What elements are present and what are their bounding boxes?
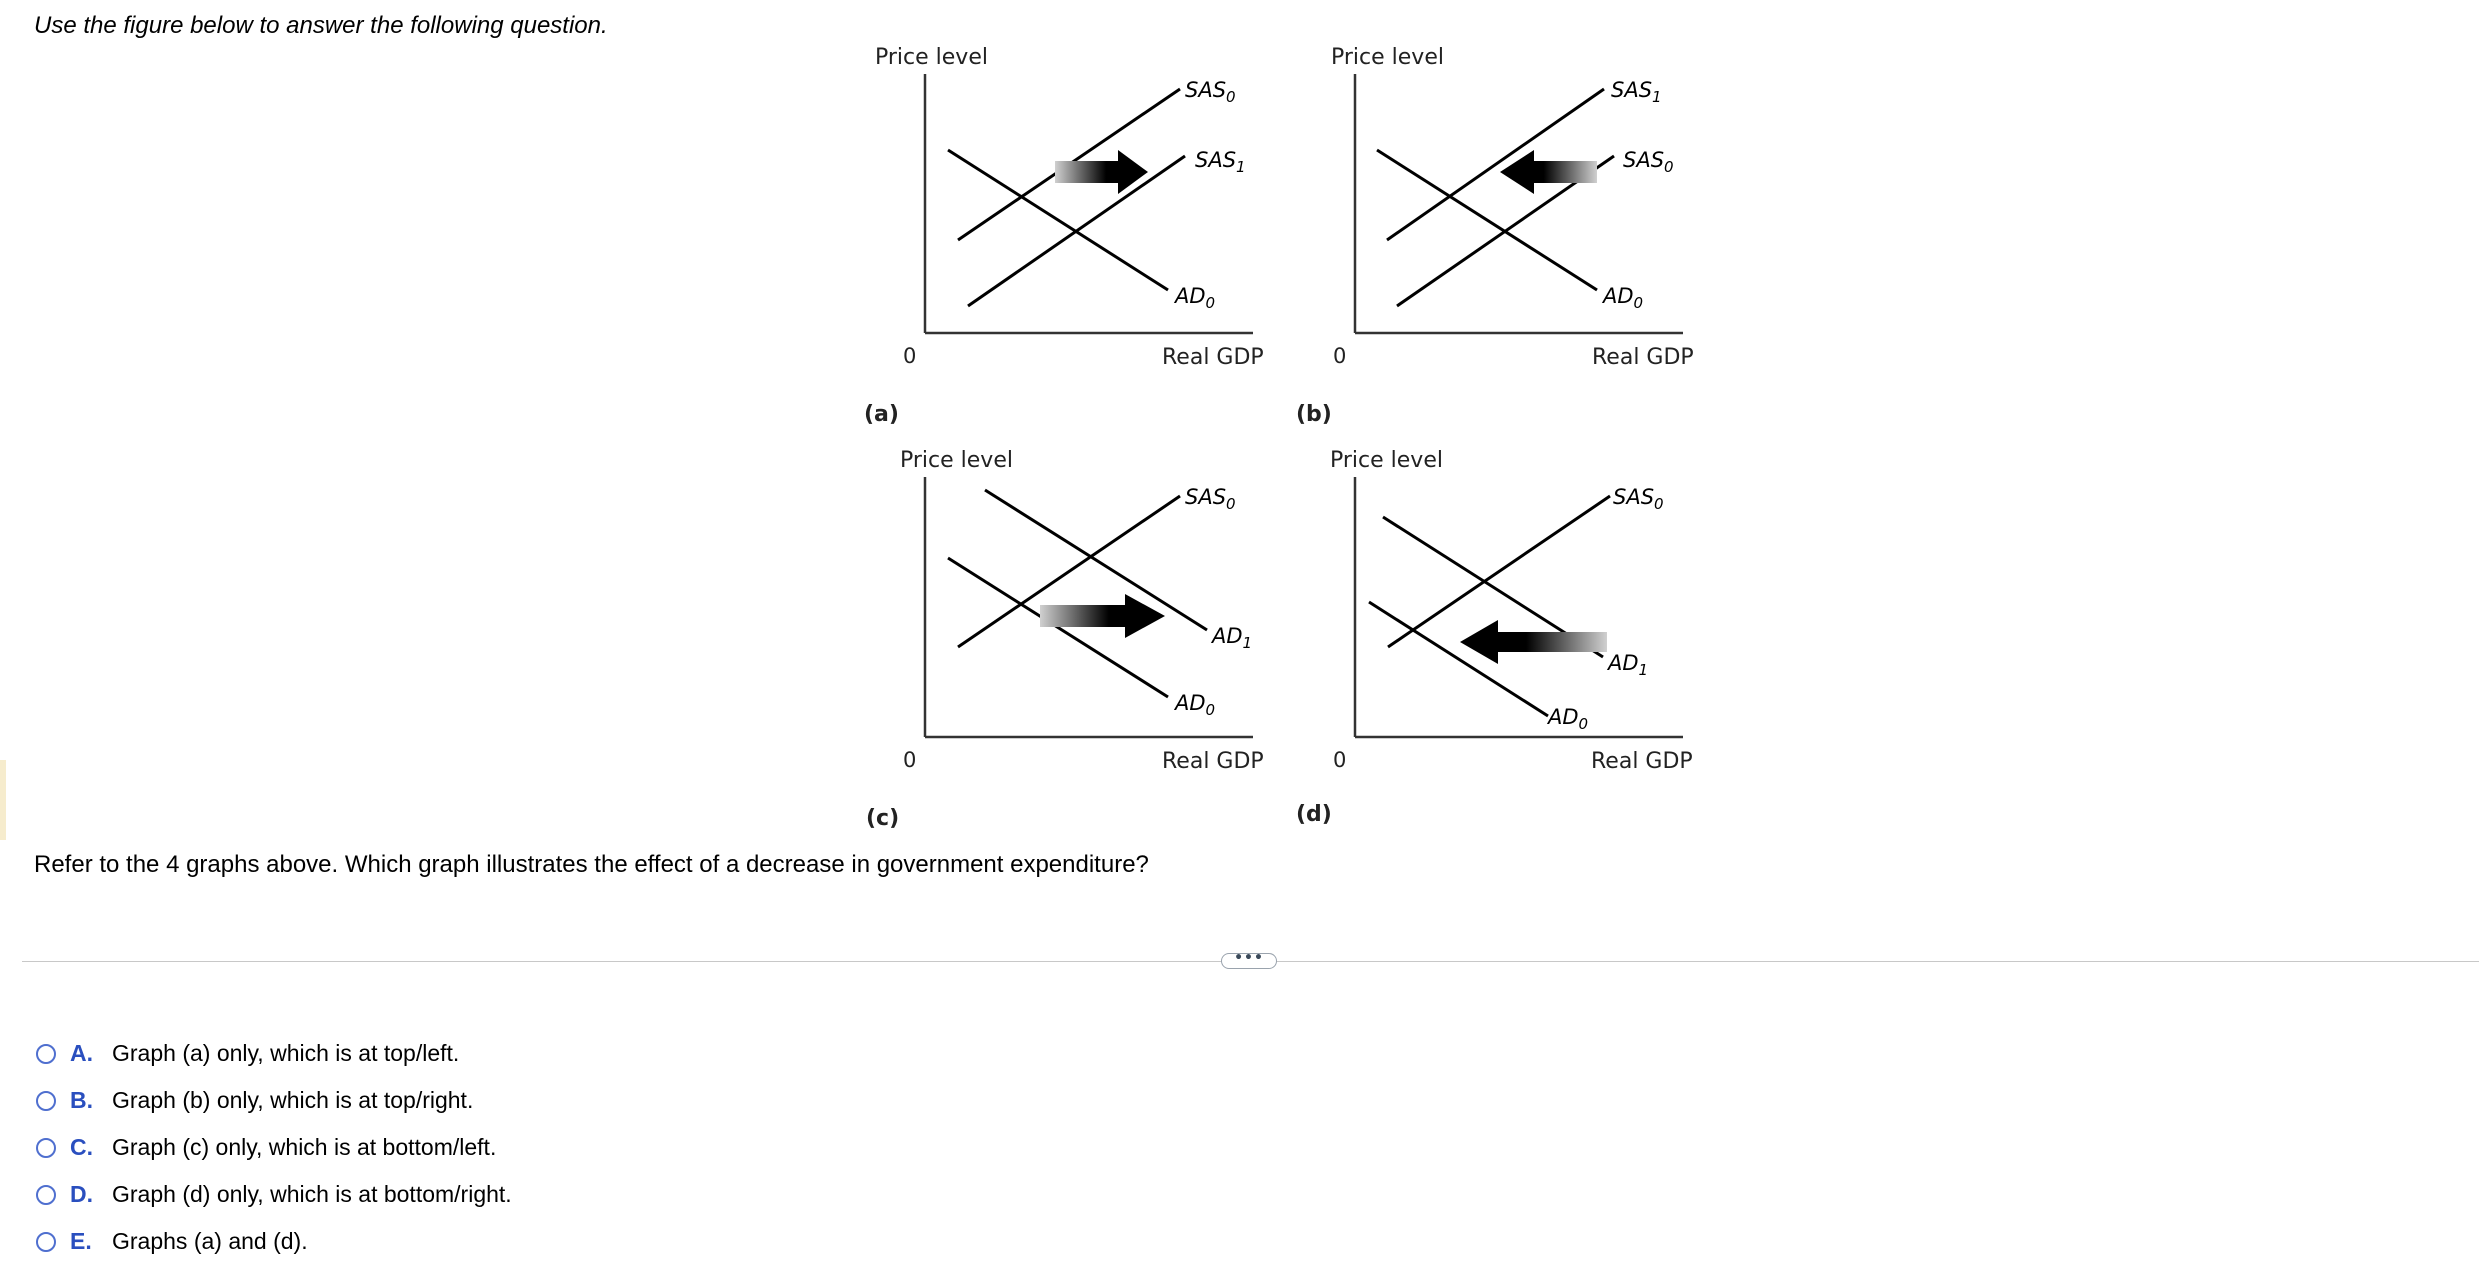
option-d[interactable]: D. Graph (d) only, which is at bottom/ri… [36, 1171, 512, 1218]
option-text: Graph (c) only, which is at bottom/left. [112, 1134, 497, 1160]
panel-a-x-axis-label: Real GDP [1162, 345, 1264, 370]
option-a[interactable]: A. Graph (a) only, which is at top/left. [36, 1030, 512, 1077]
radio-button-d[interactable] [36, 1184, 56, 1205]
panel-d: Price level 0 Real GDP SAS0 AD1 AD0 (d) [1296, 448, 1693, 827]
panel-b: Price level 0 Real GDP SAS1 SAS0 AD0 (b) [1296, 45, 1694, 427]
panel-b-ad0-curve [1376, 148, 1598, 292]
panel-c-caption: (c) [866, 806, 899, 831]
panel-d-label-sas0: SAS0 [1613, 485, 1664, 513]
option-text: Graph (a) only, which is at top/left. [112, 1040, 460, 1066]
panel-d-ad0-curve [1368, 600, 1549, 718]
radio-button-e[interactable] [36, 1231, 56, 1252]
panel-a-shift-right-arrow [1055, 150, 1148, 194]
answer-options: A. Graph (a) only, which is at top/left.… [36, 1030, 512, 1265]
panel-b-label-sas1: SAS1 [1611, 78, 1662, 106]
panel-a-origin: 0 [903, 344, 916, 368]
panel-d-label-ad0: AD0 [1546, 705, 1588, 733]
panel-c-label-sas0: SAS0 [1185, 485, 1236, 513]
panel-c-x-axis-label: Real GDP [1162, 749, 1264, 774]
option-b[interactable]: B. Graph (b) only, which is at top/right… [36, 1077, 512, 1124]
panel-c-ad0-curve [947, 556, 1169, 699]
panel-a-label-sas0: SAS0 [1185, 78, 1236, 106]
panel-c-label-ad0: AD0 [1173, 691, 1215, 719]
economics-figure: Price level 0 Real GDP SAS0 SAS1 AD0 (a)… [864, 45, 1694, 831]
panel-b-label-sas0: SAS0 [1623, 148, 1674, 176]
panel-c-y-axis-label: Price level [900, 448, 1013, 473]
option-text: Graphs (a) and (d). [112, 1228, 308, 1254]
option-letter: D. [70, 1181, 93, 1207]
option-e[interactable]: E. Graphs (a) and (d). [36, 1218, 512, 1265]
panel-c: Price level 0 Real GDP SAS0 AD1 AD0 (c) [866, 448, 1264, 831]
question-text: Refer to the 4 graphs above. Which graph… [34, 851, 1149, 878]
panel-c-shift-right-arrow [1040, 594, 1165, 638]
panel-c-sas0-curve [957, 494, 1181, 649]
panel-d-origin: 0 [1333, 748, 1346, 772]
panel-a: Price level 0 Real GDP SAS0 SAS1 AD0 (a) [864, 45, 1264, 427]
panel-a-y-axis-label: Price level [875, 45, 988, 70]
panel-d-y-axis-label: Price level [1330, 448, 1443, 473]
option-text: Graph (b) only, which is at top/right. [112, 1087, 474, 1113]
panel-d-caption: (d) [1296, 802, 1332, 827]
option-letter: B. [70, 1087, 93, 1113]
expand-more-button[interactable]: ••• [1221, 951, 1277, 969]
panel-a-caption: (a) [864, 402, 899, 427]
radio-button-a[interactable] [36, 1043, 56, 1064]
panel-b-x-axis-label: Real GDP [1592, 345, 1694, 370]
option-letter: A. [70, 1040, 93, 1066]
panel-c-ad1-curve [984, 488, 1208, 632]
instruction-text: Use the figure below to answer the follo… [34, 12, 608, 39]
panel-c-label-ad1: AD1 [1210, 624, 1252, 652]
panel-b-label-ad0: AD0 [1601, 284, 1643, 312]
radio-button-b[interactable] [36, 1090, 56, 1111]
panel-b-y-axis-label: Price level [1331, 45, 1444, 70]
panel-d-shift-left-arrow [1460, 620, 1607, 664]
option-c[interactable]: C. Graph (c) only, which is at bottom/le… [36, 1124, 512, 1171]
option-letter: C. [70, 1134, 93, 1160]
panel-a-label-sas1: SAS1 [1195, 148, 1246, 176]
panel-b-shift-left-arrow [1500, 150, 1597, 194]
panel-d-sas0-curve [1387, 494, 1611, 649]
panel-b-caption: (b) [1296, 402, 1332, 427]
panel-d-x-axis-label: Real GDP [1591, 749, 1693, 774]
panel-b-sas1-curve [1386, 87, 1605, 242]
panel-a-ad0-curve [947, 148, 1169, 292]
panel-d-label-ad1: AD1 [1606, 651, 1648, 679]
option-text: Graph (d) only, which is at bottom/right… [112, 1181, 512, 1207]
panel-c-origin: 0 [903, 748, 916, 772]
radio-button-c[interactable] [36, 1137, 56, 1158]
option-letter: E. [70, 1228, 92, 1254]
panel-b-origin: 0 [1333, 344, 1346, 368]
left-accent-bar [0, 760, 6, 840]
panel-a-label-ad0: AD0 [1173, 284, 1215, 312]
